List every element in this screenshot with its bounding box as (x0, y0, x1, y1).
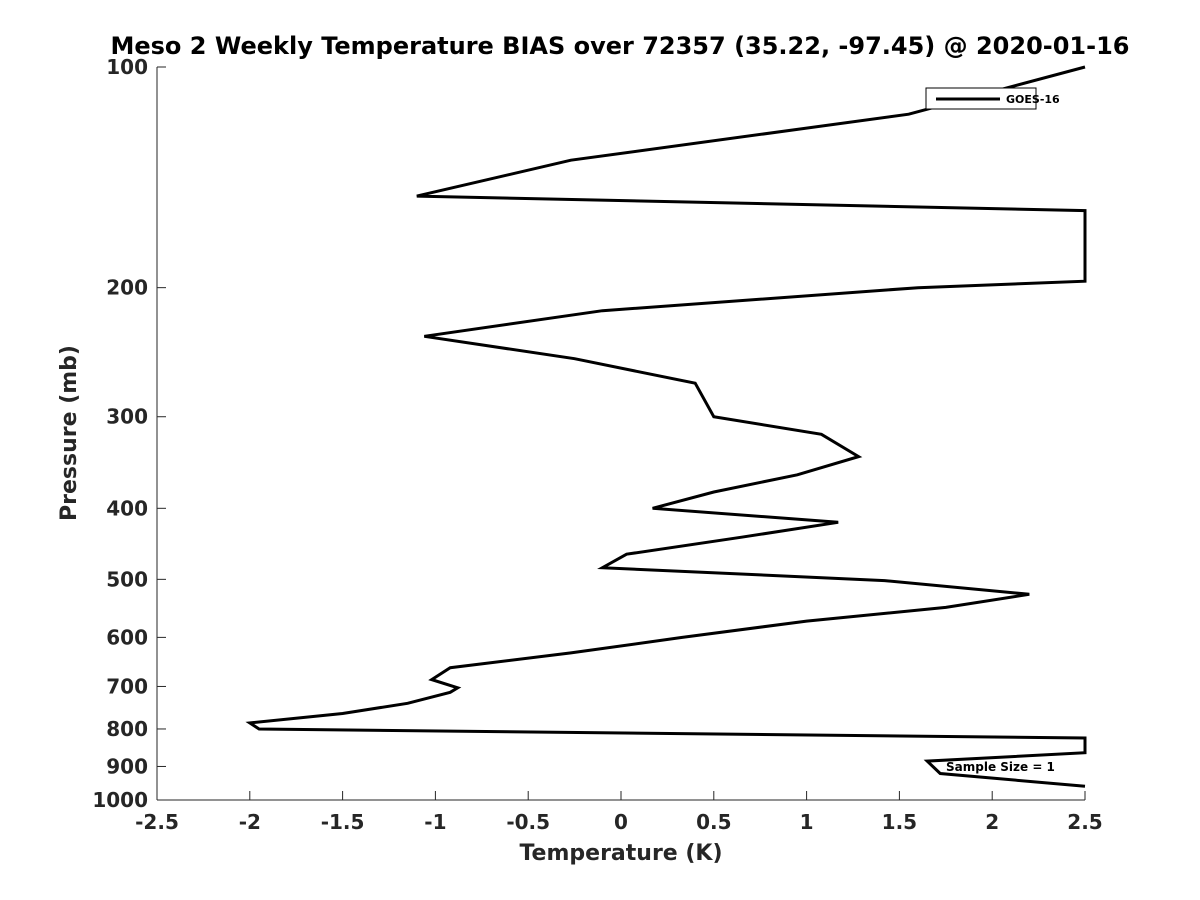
x-tick-label: 2 (985, 810, 999, 834)
y-tick-label: 1000 (92, 788, 148, 812)
x-tick-label: 1 (800, 810, 814, 834)
x-tick-label: -0.5 (506, 810, 550, 834)
y-tick-label: 800 (106, 717, 148, 741)
y-tick-label: 700 (106, 674, 148, 698)
x-tick-label: 0 (614, 810, 628, 834)
y-tick-label: 900 (106, 754, 148, 778)
legend-entry-goes-16: GOES-16 (1006, 93, 1060, 106)
chart-title: Meso 2 Weekly Temperature BIAS over 7235… (110, 32, 1129, 60)
x-tick-label: -2.5 (135, 810, 179, 834)
y-axis-label: Pressure (mb) (57, 345, 82, 521)
x-tick-label: -2 (239, 810, 261, 834)
y-tick-label: 500 (106, 567, 148, 591)
y-tick-label: 300 (106, 405, 148, 429)
x-tick-label: 0.5 (696, 810, 731, 834)
x-axis-ticks: -2.5 -2 -1.5 -1 -0.5 0 0.5 1 1.5 2 2.5 (135, 791, 1103, 834)
series-layer (245, 65, 1087, 788)
series-line-goes-16 (245, 65, 1087, 788)
x-tick-label: -1.5 (321, 810, 365, 834)
y-tick-label: 100 (106, 55, 148, 79)
x-tick-label: 1.5 (882, 810, 917, 834)
y-tick-label: 400 (106, 496, 148, 520)
y-axis-ticks: 100 200 300 400 500 600 700 800 900 1000 (92, 55, 166, 812)
y-tick-label: 600 (106, 625, 148, 649)
x-axis-label: Temperature (K) (519, 841, 722, 866)
sample-size-annotation: Sample Size = 1 (946, 760, 1055, 774)
y-tick-label: 200 (106, 276, 148, 300)
x-tick-label: 2.5 (1067, 810, 1102, 834)
x-tick-label: -1 (424, 810, 446, 834)
legend: GOES-16 (925, 87, 1060, 110)
